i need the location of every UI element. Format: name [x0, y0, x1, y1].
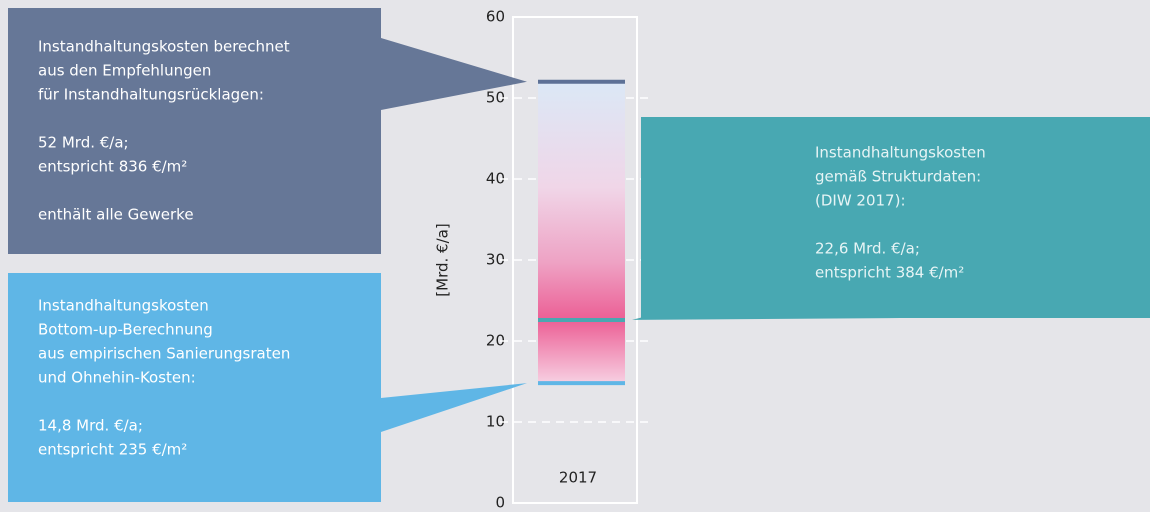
callout-box [8, 8, 381, 254]
y-tick-label: 60 [486, 8, 505, 26]
callout-text: aus empirischen Sanierungsraten [38, 345, 290, 363]
callout-text: entspricht 384 €/m² [815, 264, 964, 282]
callout-text: 52 Mrd. €/a; [38, 134, 129, 152]
callout-text: enthält alle Gewerke [38, 206, 194, 224]
callout-text: 22,6 Mrd. €/a; [815, 240, 920, 258]
y-tick-label: 10 [486, 413, 505, 431]
x-tick-label: 2017 [559, 469, 597, 487]
callout-text: Bottom-up-Berechnung [38, 321, 213, 339]
y-axis-label: [Mrd. €/a] [434, 223, 452, 296]
callout-pointer [381, 383, 527, 432]
callout-text: entspricht 836 €/m² [38, 158, 187, 176]
callout-text: aus den Empfehlungen [38, 62, 211, 80]
callout-pointer [381, 38, 527, 110]
callout-text: Instandhaltungskosten [38, 297, 209, 315]
callout-text: Instandhaltungskosten [815, 144, 986, 162]
callout-text: (DIW 2017): [815, 192, 906, 210]
frame [512, 16, 638, 504]
callout-text: gemäß Strukturdaten: [815, 168, 981, 186]
y-tick-label: 30 [486, 251, 505, 269]
y-tick-label: 50 [486, 89, 505, 107]
callout-text: und Ohnehin-Kosten: [38, 369, 196, 387]
callout-text: für Instandhaltungsrücklagen: [38, 86, 264, 104]
callout-text: 14,8 Mrd. €/a; [38, 417, 143, 435]
callout-text: Instandhaltungskosten berechnet [38, 38, 290, 56]
y-tick-label: 0 [495, 494, 505, 512]
y-tick-label: 40 [486, 170, 505, 188]
callout-box [641, 117, 1150, 318]
range-band [538, 81, 625, 384]
y-tick-label: 20 [486, 332, 505, 350]
callout-box [8, 273, 381, 502]
callout-text: entspricht 235 €/m² [38, 441, 187, 459]
